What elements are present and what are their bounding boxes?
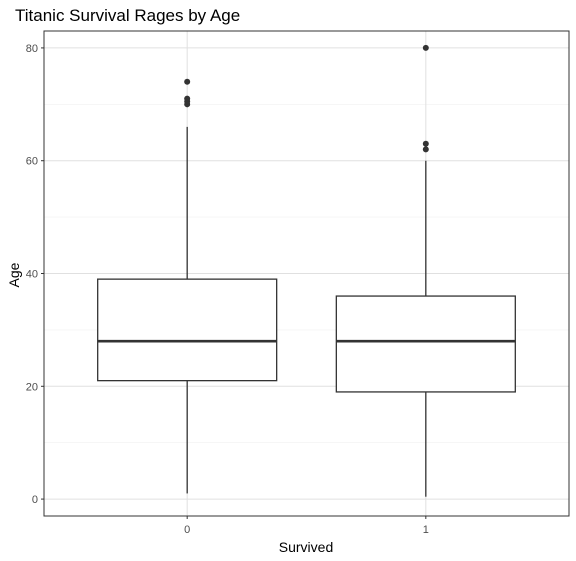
outlier-point [184,95,191,102]
y-tick-label: 0 [32,494,38,506]
chart-title: Titanic Survival Rages by Age [15,6,240,25]
iqr-box [97,278,278,382]
y-tick-label: 60 [26,156,38,168]
y-axis-title: Age [6,262,22,287]
outlier-point [422,44,429,51]
y-tick-label: 20 [26,381,38,393]
box-series [97,44,516,497]
y-tick-label: 80 [26,43,38,55]
box-0 [97,78,278,494]
x-tick-label: 0 [184,524,190,536]
grid [44,31,569,516]
x-tick-label: 1 [423,524,429,536]
y-axis: 0 20 40 60 80 [26,43,44,506]
y-tick-label: 40 [26,269,38,281]
iqr-box [335,295,516,393]
box-1 [335,44,516,497]
outlier-point [184,78,191,85]
outlier-point [422,146,429,153]
outlier-point [422,140,429,147]
x-axis-title: Survived [279,539,333,555]
